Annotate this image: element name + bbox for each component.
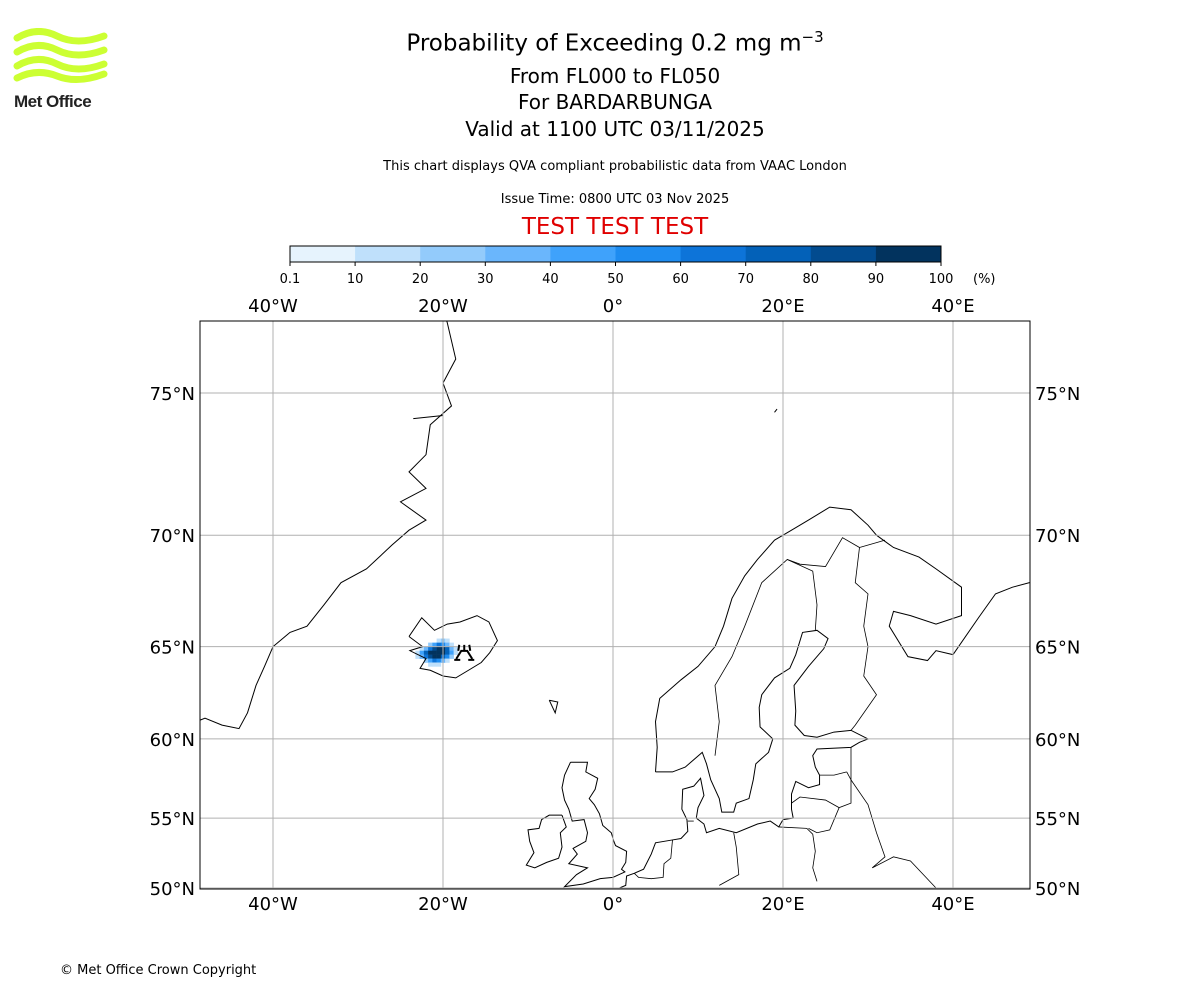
plume-cell (436, 662, 442, 667)
plume-cell (436, 658, 442, 663)
country-border (850, 747, 937, 889)
plume-cell (428, 642, 433, 647)
coastline (408, 615, 498, 679)
plume-cell (432, 646, 437, 651)
coastline (548, 699, 559, 715)
plume-cell (428, 662, 433, 667)
country-border (714, 537, 877, 756)
lon-label-top: 40°W (248, 296, 298, 317)
lon-label-bottom: 20°W (418, 894, 468, 915)
volcano-symbol (454, 644, 475, 661)
country-border (819, 771, 847, 776)
plume-cell (423, 650, 429, 655)
lon-label-top: 0° (603, 296, 623, 317)
plume-cell (415, 650, 420, 655)
volcano-name: For BARDARBUNGA (517, 90, 713, 114)
plume-cell (449, 654, 454, 659)
country-border (633, 839, 673, 880)
plume-cell (419, 646, 425, 651)
title-superscript: −3 (801, 28, 824, 46)
plume-cell (436, 646, 442, 651)
met-office-logo-icon (13, 28, 108, 83)
coastline (561, 761, 628, 888)
plume-cell (436, 642, 442, 647)
lon-label-bottom: 0° (603, 894, 623, 915)
plume-cell (428, 650, 433, 655)
copyright: © Met Office Crown Copyright (60, 963, 257, 978)
plume-cell (428, 646, 433, 651)
plume-cell (432, 654, 437, 659)
plume-cell (423, 658, 429, 663)
lon-label-top: 40°E (931, 296, 974, 317)
chart-title: Probability of Exceeding 0.2 mg m−3 (0, 28, 1200, 57)
plume-cell (436, 654, 442, 659)
plume-cell (432, 658, 437, 663)
country-border (787, 559, 818, 631)
logo-text: Met Office (14, 92, 92, 111)
coastline (200, 321, 457, 730)
plume-cell (445, 658, 450, 663)
valid-time: Valid at 1100 UTC 03/11/2025 (465, 117, 765, 141)
plume-cell (445, 638, 450, 643)
lat-label-left: 75°N (150, 384, 195, 405)
coastline (525, 814, 567, 869)
plume-cell (432, 662, 437, 667)
lat-label-right: 70°N (1035, 526, 1080, 547)
plume-cell (423, 646, 429, 651)
lat-label-right: 75°N (1035, 384, 1080, 405)
plume-cell (432, 642, 437, 647)
lat-label-left: 55°N (150, 809, 195, 830)
plume-cell (453, 650, 459, 655)
plume-cell (436, 650, 442, 655)
plume-cell (449, 646, 454, 651)
country-border (791, 771, 852, 809)
lon-label-top: 20°W (418, 296, 468, 317)
lon-label-bottom: 40°W (248, 894, 298, 915)
lat-label-right: 65°N (1035, 638, 1080, 659)
plume-cell (449, 650, 454, 655)
plume-cell (419, 650, 425, 655)
plume-cell (445, 650, 450, 655)
lon-label-top: 20°E (761, 296, 804, 317)
map-content (200, 321, 1030, 889)
coastline (413, 414, 444, 420)
lon-label-bottom: 20°E (761, 894, 804, 915)
test-banner: TEST TEST TEST (521, 214, 709, 240)
lon-label-bottom: 40°E (931, 894, 974, 915)
plume-cell (423, 654, 429, 659)
issue-time: Issue Time: 0800 UTC 03 Nov 2025 (500, 192, 730, 207)
lat-label-right: 50°N (1035, 879, 1080, 900)
country-border (808, 807, 840, 834)
lat-label-left: 50°N (150, 879, 195, 900)
plume-cell (415, 654, 420, 659)
plume-cell (445, 642, 450, 647)
plume-cell (428, 658, 433, 663)
lat-label-left: 65°N (150, 638, 195, 659)
country-border (859, 539, 886, 548)
plume-cell (445, 646, 450, 651)
coastline (654, 506, 1030, 772)
coastline (615, 629, 870, 889)
plume-cell (432, 650, 437, 655)
coastline (774, 408, 778, 413)
country-border (719, 832, 740, 886)
lat-label-right: 60°N (1035, 730, 1080, 751)
title-text: Probability of Exceeding 0.2 mg m (406, 30, 802, 57)
country-border (778, 826, 818, 882)
plume-cell (428, 654, 433, 659)
lat-label-right: 55°N (1035, 809, 1080, 830)
plume-cell (436, 638, 442, 643)
map-frame (199, 320, 1031, 890)
plume-cell (445, 654, 450, 659)
flight-levels: From FL000 to FL050 (509, 64, 721, 88)
plume-cell (453, 646, 459, 651)
chart-description: This chart displays QVA compliant probab… (383, 159, 847, 174)
lat-label-left: 70°N (150, 526, 195, 547)
plume-cell (449, 642, 454, 647)
volcano-icon (454, 644, 475, 661)
lat-label-left: 60°N (150, 730, 195, 751)
